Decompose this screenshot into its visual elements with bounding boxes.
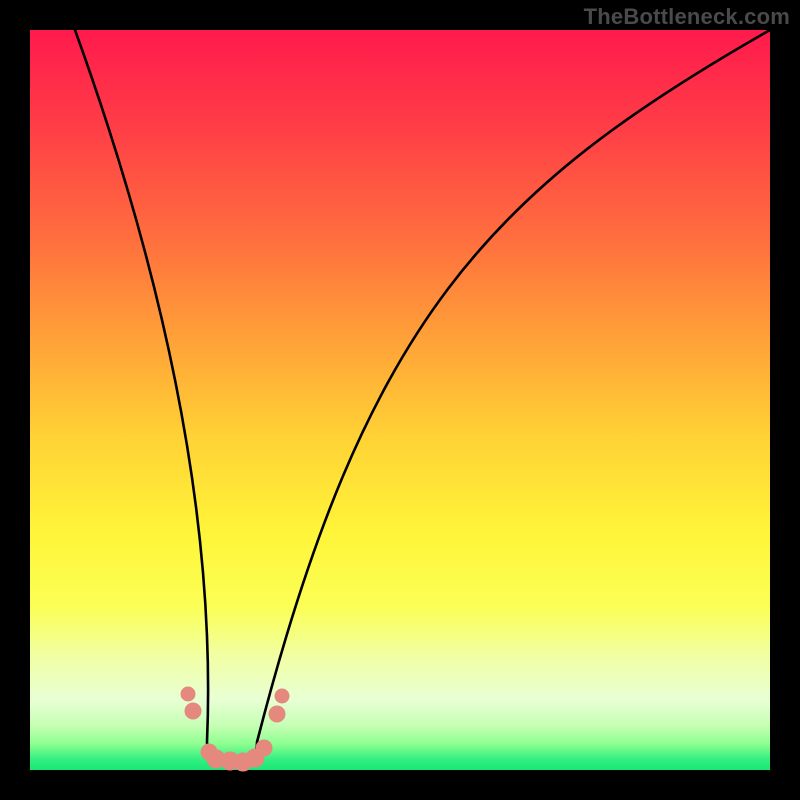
marker-point xyxy=(275,689,289,703)
chart-root: TheBottleneck.com xyxy=(0,0,800,800)
chart-svg xyxy=(0,0,800,800)
marker-point xyxy=(185,703,201,719)
marker-point xyxy=(181,687,195,701)
marker-point xyxy=(256,740,272,756)
marker-point xyxy=(269,706,285,722)
gradient-plot-area xyxy=(30,30,770,770)
